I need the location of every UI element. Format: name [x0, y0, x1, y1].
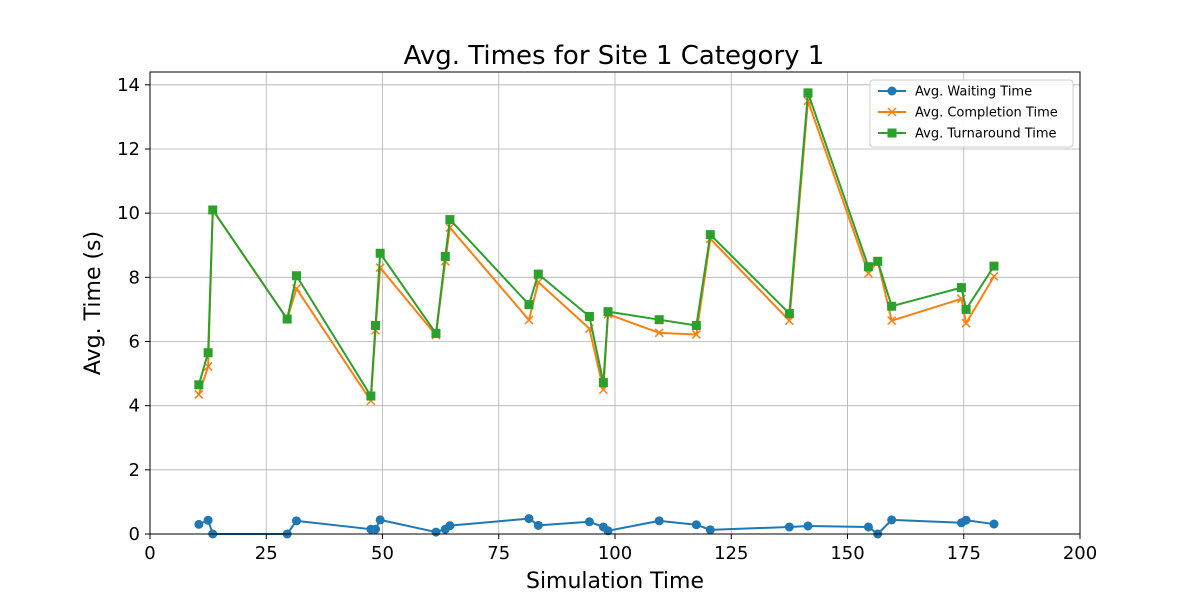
avg-turnaround-time-point: [956, 283, 966, 293]
legend: Avg. Waiting Time Avg. Completion Time Avg…: [869, 79, 1074, 148]
avg-turnaround-time-series: [194, 88, 999, 401]
avg-waiting-time-point: [584, 517, 594, 527]
plot-series: [194, 88, 999, 539]
avg-turnaround-time-point: [291, 271, 301, 281]
avg-turnaround-time-point: [440, 251, 450, 261]
avg-waiting-time-point: [887, 515, 897, 525]
x-tick-label: 175: [947, 543, 981, 564]
avg-turnaround-time-point: [803, 88, 813, 98]
legend-item-avg-completion-time: Avg. Completion Time: [878, 106, 1058, 121]
avg-waiting-time-series: [194, 514, 999, 539]
avg-turnaround-time-point: [371, 320, 381, 330]
avg-turnaround-time-point: [208, 205, 218, 215]
y-tick-label: 2: [129, 460, 140, 481]
avg-turnaround-time-point: [691, 320, 701, 330]
avg-turnaround-time-point: [194, 380, 204, 390]
avg-waiting-time-point: [533, 520, 543, 530]
avg-turnaround-time-point: [375, 248, 385, 258]
avg-waiting-time-point: [803, 521, 813, 531]
avg-completion-time-point: [194, 389, 204, 399]
chart-title: Avg. Times for Site 1 Category 1: [404, 41, 825, 71]
y-axis-ticks: 0 2 4 6 8 10 12 14: [117, 75, 150, 545]
avg-turnaround-time-point: [654, 315, 664, 325]
avg-turnaround-time-point: [203, 348, 213, 358]
avg-turnaround-time-point: [445, 215, 455, 225]
x-tick-label: 200: [1063, 543, 1097, 564]
avg-turnaround-time-point: [431, 328, 441, 338]
x-tick-label: 50: [371, 543, 394, 564]
y-tick-label: 6: [129, 332, 140, 353]
y-tick-label: 0: [129, 524, 140, 545]
x-tick-label: 75: [487, 543, 510, 564]
avg-waiting-time-point: [375, 515, 385, 525]
y-tick-label: 12: [117, 139, 140, 160]
legend-label: Avg. Completion Time: [915, 106, 1058, 121]
x-tick-label: 25: [255, 543, 278, 564]
legend-item-avg-waiting-time: Avg. Waiting Time: [878, 85, 1032, 100]
avg-waiting-time-point: [194, 519, 204, 529]
y-tick-label: 14: [117, 75, 140, 96]
avg-turnaround-time-point: [603, 307, 613, 317]
avg-turnaround-time-point: [282, 314, 292, 324]
avg-waiting-time-point: [863, 522, 873, 532]
avg-waiting-time-point: [784, 522, 794, 532]
legend-label: Avg. Turnaround Time: [915, 127, 1057, 142]
x-tick-label: 150: [830, 543, 864, 564]
avg-waiting-time-point: [989, 519, 999, 529]
avg-turnaround-time-point: [887, 301, 897, 311]
avg-completion-time-point: [654, 328, 664, 338]
avg-turnaround-time-point: [598, 378, 608, 388]
avg-turnaround-time-point: [873, 256, 883, 266]
x-axis-ticks: 0 25 50 75 100 125 150 175 200: [144, 534, 1097, 564]
y-tick-label: 8: [129, 267, 140, 288]
y-tick-label: 4: [129, 396, 140, 417]
avg-turnaround-time-point: [533, 269, 543, 279]
avg-waiting-time-point: [524, 514, 534, 524]
avg-turnaround-time-point: [784, 309, 794, 319]
avg-turnaround-time-point: [989, 261, 999, 271]
y-axis-label: Avg. Time (s): [81, 231, 106, 375]
avg-waiting-time-point: [691, 520, 701, 530]
avg-turnaround-time-point: [705, 230, 715, 240]
avg-completion-time-point: [524, 315, 534, 325]
avg-completion-time-point: [989, 271, 999, 281]
x-tick-label: 100: [598, 543, 632, 564]
avg-waiting-time-point: [654, 516, 664, 526]
legend-avg-completion-time-point: [887, 107, 897, 117]
avg-waiting-time-point: [291, 516, 301, 526]
legend-avg-waiting-time-point: [887, 86, 897, 96]
avg-waiting-time-point: [371, 524, 381, 534]
avg-turnaround-time-point: [863, 262, 873, 272]
legend-item-avg-turnaround-time: Avg. Turnaround Time: [878, 127, 1057, 142]
y-tick-label: 10: [117, 203, 140, 224]
avg-completion-time-point: [691, 329, 701, 339]
x-tick-label: 0: [144, 543, 155, 564]
avg-waiting-time-point: [431, 527, 441, 537]
avg-waiting-time-point: [445, 521, 455, 531]
avg-turnaround-time-point: [584, 311, 594, 321]
legend-box: [869, 79, 1074, 148]
avg-completion-time-point: [961, 318, 971, 328]
avg-turnaround-time-point: [366, 391, 376, 401]
legend-label: Avg. Waiting Time: [915, 85, 1032, 100]
x-tick-label: 125: [714, 543, 748, 564]
avg-turnaround-time-point: [524, 300, 534, 310]
avg-completion-time-point: [445, 223, 455, 233]
avg-waiting-time-point: [203, 515, 213, 525]
avg-turnaround-time-point: [961, 304, 971, 314]
avg-waiting-time-point: [961, 515, 971, 525]
avg-completion-time-point: [887, 316, 897, 326]
x-axis-label: Simulation Time: [526, 569, 704, 594]
legend-avg-turnaround-time-point: [887, 128, 897, 138]
avg-waiting-time-point: [603, 526, 613, 536]
avg-waiting-time-point: [705, 525, 715, 535]
